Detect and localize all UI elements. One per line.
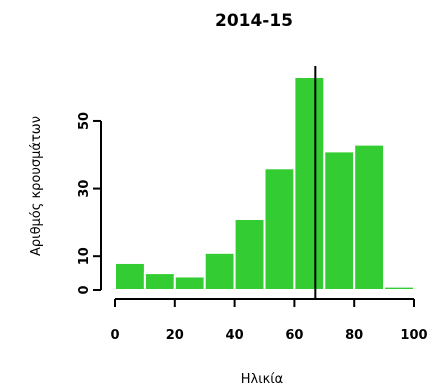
x-tick-label: 100: [400, 328, 427, 343]
histogram-bar: [293, 76, 326, 291]
histogram-bar: [353, 143, 386, 291]
x-axis: 0 20 40 60 80 100: [110, 298, 428, 343]
histogram-bar: [263, 167, 296, 292]
y-tick-label: 30: [77, 180, 92, 198]
y-tick-label: 0: [77, 285, 92, 294]
histogram-bar: [203, 251, 236, 291]
y-tick-label: 10: [77, 247, 92, 265]
histogram-bar: [233, 218, 266, 291]
y-tick-label: 50: [77, 112, 92, 130]
x-tick-label: 40: [226, 328, 244, 343]
x-tick-label: 20: [166, 328, 184, 343]
x-tick-label: 60: [285, 328, 303, 343]
histogram-bar: [383, 285, 416, 292]
bars-group: [114, 76, 416, 292]
histogram-bar: [173, 275, 206, 292]
histogram-bar: [143, 272, 176, 292]
histogram-bar: [114, 261, 146, 292]
y-axis-label: Αριθμός κρουσμάτων: [29, 116, 44, 256]
chart-title: 2014-15: [215, 11, 293, 31]
x-axis-label: Ηλικία: [241, 372, 284, 387]
histogram-bar: [323, 150, 356, 291]
y-axis: 0 10 30 50: [77, 112, 102, 295]
x-tick-label: 80: [345, 328, 363, 343]
x-tick-label: 0: [110, 328, 119, 343]
